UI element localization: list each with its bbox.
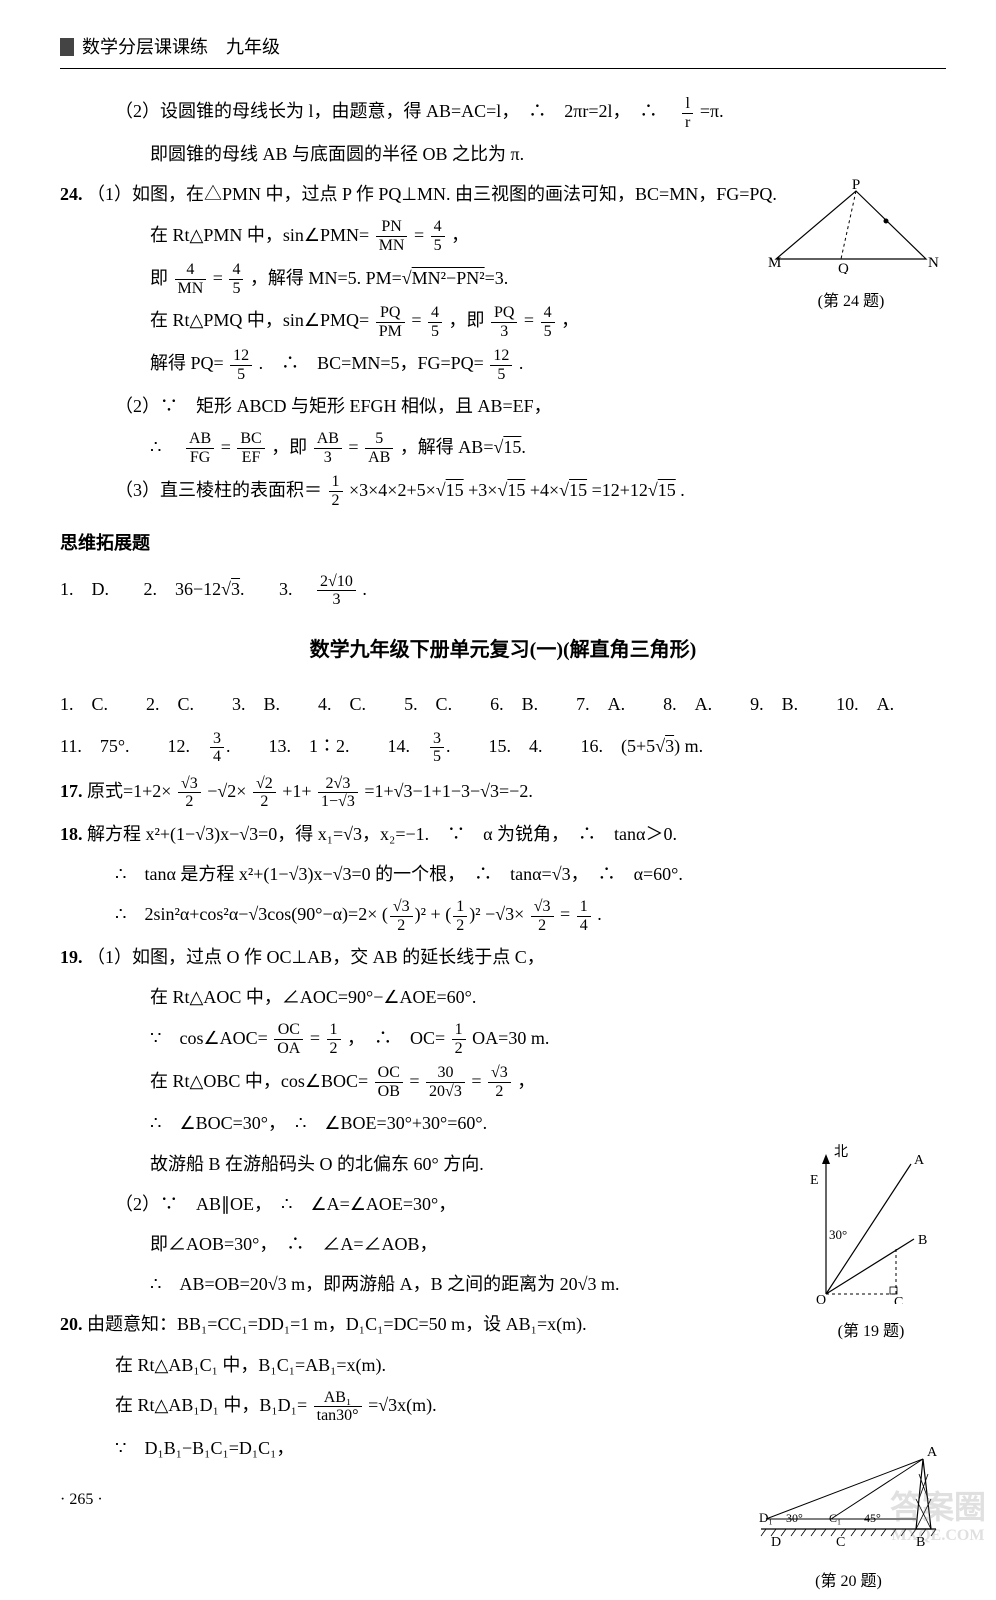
text-line: ∴ tanα 是方程 x²+(1−√3)x−√3=0 的一个根， ∴ tanα=… xyxy=(60,857,946,891)
text-line: 即圆锥的母线 AB 与底面圆的半径 OB 之比为 π. xyxy=(60,137,946,171)
text-line: 19. （1）如图，过点 O 作 OC⊥AB，交 AB 的延长线于点 C， xyxy=(60,940,946,974)
answer-item: 13. 1∶2. xyxy=(269,729,350,766)
svg-text:A: A xyxy=(927,1445,938,1460)
svg-text:C₁: C₁ xyxy=(829,1511,841,1525)
question-number: 24. xyxy=(60,177,83,211)
question-number: 20. xyxy=(60,1307,83,1341)
answer-item: 11. 75°. xyxy=(60,729,130,766)
svg-text:D: D xyxy=(771,1535,781,1550)
answer-item: 1. C. xyxy=(60,687,108,721)
review-title: 数学九年级下册单元复习(一)(解直角三角形) xyxy=(60,631,946,669)
answer-row: 11. 75°. 12. 34. 13. 1∶2. 14. 35. 15. 4.… xyxy=(60,729,946,766)
diagram-24: P M N Q (第 24 题) xyxy=(756,179,946,318)
text-line: 解得 PQ= 125 . ∴ BC=MN=5，FG=PQ= 125 . xyxy=(60,346,946,383)
answer-item: 5. C. xyxy=(404,687,452,721)
diagram-24-caption: (第 24 题) xyxy=(756,287,946,317)
svg-text:O: O xyxy=(816,1293,826,1304)
text-line: （3）直三棱柱的表面积＝ 12 ×3×4×2+5×√15 +3×√15 +4×√… xyxy=(60,473,946,510)
text-line: ∴ ∠BOC=30°， ∴ ∠BOE=30°+30°=60°. xyxy=(60,1106,946,1140)
answer-item: 3. B. xyxy=(232,687,280,721)
watermark: 答案圈 MXQE.COM xyxy=(890,1488,986,1546)
answer-item: 15. 4. xyxy=(489,729,543,766)
compass-diagram-icon: 北 E A B O C 30° xyxy=(796,1144,946,1304)
text-line: 在 Rt△AOC 中，∠AOC=90°−∠AOE=60°. xyxy=(60,980,946,1014)
answer-item: 4. C. xyxy=(318,687,366,721)
answer-item: 2. C. xyxy=(146,687,194,721)
text-line: 在 Rt△AB₁D₁ 中，B₁D₁= AB₁tan30° =√3x(m). xyxy=(60,1388,946,1425)
question-number: 19. xyxy=(60,940,83,974)
svg-text:B: B xyxy=(918,1233,927,1248)
answer-item: 7. A. xyxy=(576,687,625,721)
svg-text:A: A xyxy=(914,1153,925,1168)
svg-text:30°: 30° xyxy=(829,1227,847,1242)
svg-text:45°: 45° xyxy=(864,1511,881,1525)
page-header: 数学分层课课练 九年级 xyxy=(60,30,946,69)
question-number: 17. xyxy=(60,774,83,808)
diagram-19: 北 E A B O C 30° (第 19 题) xyxy=(796,1144,946,1348)
text-line: ∴ 2sin²α+cos²α−√3cos(90°−α)=2× (√32)² + … xyxy=(60,897,946,934)
svg-text:P: P xyxy=(852,179,860,193)
svg-text:C: C xyxy=(836,1535,845,1550)
answer-item: 14. 35. xyxy=(388,729,451,766)
page-content: P M N Q (第 24 题) 北 E A B O C 30° (第 19 题… xyxy=(60,94,946,1515)
header-mark-icon xyxy=(60,38,74,56)
diagram-20-caption: (第 20 题) xyxy=(751,1567,946,1597)
svg-text:C: C xyxy=(894,1295,903,1304)
text-line: （2）∵ 矩形 ABCD 与矩形 EFGH 相似，且 AB=EF， xyxy=(60,389,946,423)
answer-item: 16. (5+5√3) m. xyxy=(581,729,704,766)
answer-item: 12. 34. xyxy=(168,729,231,766)
text-line: 18. 解方程 x²+(1−√3)x−√3=0，得 x₁=√3，x₂=−1. ∵… xyxy=(60,817,946,851)
section-title: 思维拓展题 xyxy=(60,526,946,560)
svg-text:30°: 30° xyxy=(786,1511,803,1525)
text-line: （2）设圆锥的母线长为 l，由题意，得 AB=AC=l， ∴ 2πr=2l， ∴… xyxy=(60,94,946,131)
text-line: ∵ cos∠AOC= OCOA = 12 ， ∴ OC= 12 OA=30 m. xyxy=(60,1021,946,1058)
answer-item: 10. A. xyxy=(836,687,894,721)
svg-text:D₁: D₁ xyxy=(759,1510,773,1525)
text-line: 在 Rt△OBC 中，cos∠BOC= OCOB = 3020√3 = √32 … xyxy=(60,1064,946,1101)
text-line: ∴ ABFG = BCEF ，即 AB3 = 5AB ，解得 AB=√15. xyxy=(60,430,946,467)
svg-text:Q: Q xyxy=(838,261,849,274)
svg-text:N: N xyxy=(928,255,939,271)
text-line: 17. 原式=1+2× √32 −√2× √22 +1+ 2√31−√3 =1+… xyxy=(60,774,946,811)
answer-row: 1. C. 2. C. 3. B. 4. C. 5. C. 6. B. 7. A… xyxy=(60,687,946,721)
answer-item: 8. A. xyxy=(663,687,712,721)
header-title: 数学分层课课练 九年级 xyxy=(82,30,280,64)
triangle-icon: P M N Q xyxy=(756,179,946,274)
question-number: 18. xyxy=(60,817,83,851)
answer-item: 6. B. xyxy=(490,687,538,721)
text-line: 1. D. 2. 36−12√3. 3. 2√103 . xyxy=(60,572,946,609)
answer-item: 9. B. xyxy=(750,687,798,721)
svg-text:E: E xyxy=(810,1173,819,1188)
svg-text:北: 北 xyxy=(834,1144,848,1160)
svg-text:M: M xyxy=(768,255,781,271)
diagram-19-caption: (第 19 题) xyxy=(796,1317,946,1347)
text-line: 在 Rt△AB₁C₁ 中，B₁C₁=AB₁=x(m). xyxy=(60,1348,946,1382)
